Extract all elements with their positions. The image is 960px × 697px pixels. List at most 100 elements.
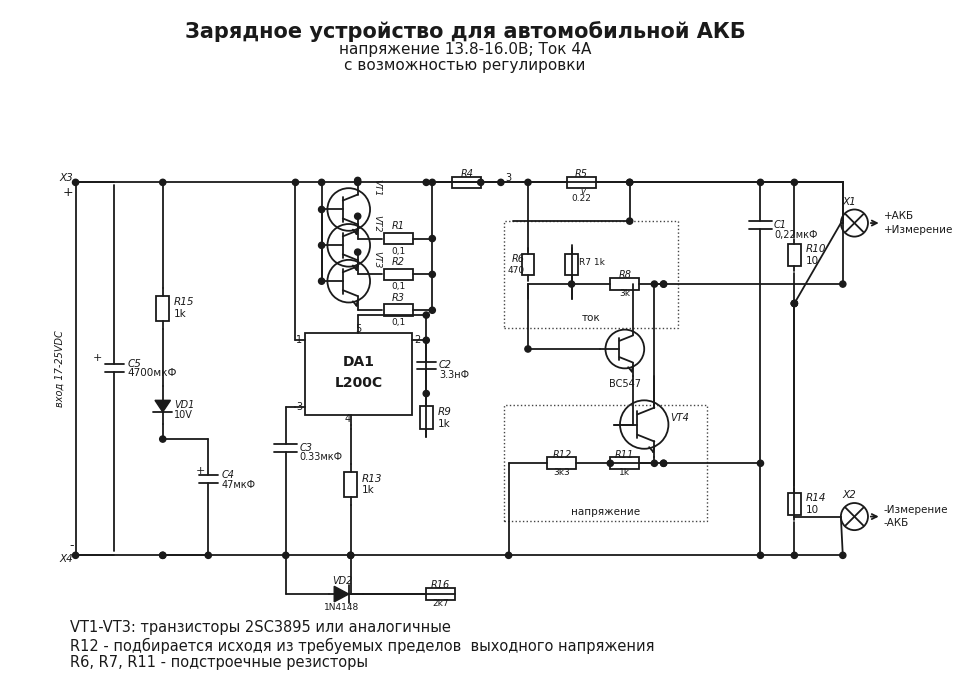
- Circle shape: [423, 312, 429, 318]
- Bar: [420, 406, 433, 429]
- Text: R3: R3: [392, 293, 405, 302]
- Text: R13: R13: [362, 474, 382, 484]
- Text: VT1-VT3: транзисторы 2SC3895 или аналогичные: VT1-VT3: транзисторы 2SC3895 или аналоги…: [70, 620, 450, 635]
- Text: 0,22мкФ: 0,22мкФ: [774, 230, 818, 240]
- Text: R6: R6: [512, 254, 525, 264]
- Text: 470: 470: [508, 266, 525, 275]
- Text: ток: ток: [582, 313, 600, 323]
- Text: VT4: VT4: [670, 413, 689, 422]
- Text: X1: X1: [843, 197, 856, 207]
- Text: 10: 10: [805, 256, 819, 266]
- Circle shape: [319, 243, 324, 248]
- Text: R6, R7, R11 - подстроечные резисторы: R6, R7, R11 - подстроечные резисторы: [70, 655, 368, 670]
- Circle shape: [627, 179, 633, 185]
- Text: 0,1: 0,1: [392, 247, 405, 256]
- Circle shape: [72, 179, 79, 185]
- Text: R5: R5: [575, 169, 588, 178]
- Circle shape: [608, 460, 613, 466]
- Text: Зарядное устройство для автомобильной АКБ: Зарядное устройство для автомобильной АК…: [184, 21, 745, 42]
- Circle shape: [205, 552, 211, 558]
- Text: 47мкФ: 47мкФ: [222, 480, 256, 489]
- Circle shape: [660, 460, 666, 466]
- Text: 1k: 1k: [438, 419, 450, 429]
- Text: 0.33мкФ: 0.33мкФ: [300, 452, 343, 463]
- Text: 3k3: 3k3: [554, 468, 570, 477]
- Circle shape: [348, 552, 354, 558]
- Text: DA1: DA1: [343, 355, 374, 369]
- Circle shape: [282, 552, 289, 558]
- Text: VD1: VD1: [175, 400, 195, 410]
- Text: с возможностью регулировки: с возможностью регулировки: [345, 58, 586, 72]
- Bar: [384, 305, 413, 316]
- Text: +: +: [63, 185, 74, 199]
- Text: VT1: VT1: [372, 179, 381, 197]
- Text: 0,1: 0,1: [392, 282, 405, 291]
- Text: L200C: L200C: [334, 376, 382, 390]
- Circle shape: [791, 300, 798, 307]
- Circle shape: [497, 179, 504, 185]
- Text: C1: C1: [774, 220, 787, 230]
- Text: BC547: BC547: [609, 379, 641, 389]
- Circle shape: [757, 460, 763, 466]
- Text: VD2: VD2: [332, 576, 352, 585]
- Text: 4700мкФ: 4700мкФ: [128, 368, 178, 378]
- Text: 10: 10: [805, 505, 819, 515]
- Circle shape: [72, 552, 79, 558]
- Text: R10: R10: [805, 244, 826, 254]
- Text: 1k: 1k: [619, 468, 631, 477]
- Circle shape: [757, 179, 763, 185]
- Circle shape: [429, 179, 436, 185]
- Bar: [504, 405, 708, 521]
- Circle shape: [429, 271, 436, 277]
- Text: 0,1: 0,1: [392, 319, 405, 328]
- Text: -АКБ: -АКБ: [883, 519, 909, 528]
- Bar: [504, 221, 678, 328]
- Bar: [384, 268, 413, 280]
- Circle shape: [840, 552, 846, 558]
- Text: VT3: VT3: [372, 251, 381, 268]
- Text: R16: R16: [431, 581, 450, 590]
- Circle shape: [429, 236, 436, 242]
- Text: +Измерение: +Измерение: [883, 225, 953, 235]
- Circle shape: [660, 281, 666, 287]
- Circle shape: [651, 460, 658, 466]
- Text: R2: R2: [392, 256, 405, 267]
- Circle shape: [791, 552, 798, 558]
- Text: 3: 3: [296, 402, 302, 412]
- Text: R12: R12: [552, 450, 571, 459]
- Circle shape: [840, 281, 846, 287]
- Text: напряжение: напряжение: [571, 507, 640, 516]
- Text: +АКБ: +АКБ: [883, 211, 914, 221]
- Text: R1: R1: [392, 221, 405, 231]
- Text: v: v: [581, 187, 586, 196]
- Circle shape: [627, 179, 633, 185]
- Circle shape: [319, 179, 324, 185]
- Text: 1k: 1k: [174, 309, 186, 319]
- Text: 10V: 10V: [175, 410, 193, 420]
- Text: 2k7: 2k7: [432, 599, 449, 608]
- Bar: [426, 588, 455, 600]
- Circle shape: [423, 390, 429, 397]
- Text: R15: R15: [174, 298, 194, 307]
- Bar: [547, 457, 576, 469]
- Text: X4: X4: [60, 554, 74, 564]
- Bar: [788, 245, 801, 266]
- Circle shape: [660, 460, 666, 466]
- Circle shape: [159, 552, 166, 558]
- Circle shape: [478, 179, 484, 185]
- Circle shape: [354, 249, 361, 255]
- Text: R4: R4: [461, 169, 473, 178]
- Text: X2: X2: [843, 490, 856, 500]
- Text: 1k: 1k: [362, 485, 374, 496]
- Circle shape: [293, 179, 299, 185]
- Text: C5: C5: [128, 360, 142, 369]
- Text: 1N4148: 1N4148: [324, 603, 360, 612]
- Polygon shape: [334, 586, 348, 602]
- Text: C4: C4: [222, 470, 235, 480]
- Circle shape: [348, 552, 354, 558]
- Circle shape: [506, 552, 512, 558]
- Circle shape: [660, 281, 666, 287]
- Polygon shape: [155, 400, 171, 412]
- Bar: [565, 254, 578, 275]
- Bar: [566, 176, 596, 188]
